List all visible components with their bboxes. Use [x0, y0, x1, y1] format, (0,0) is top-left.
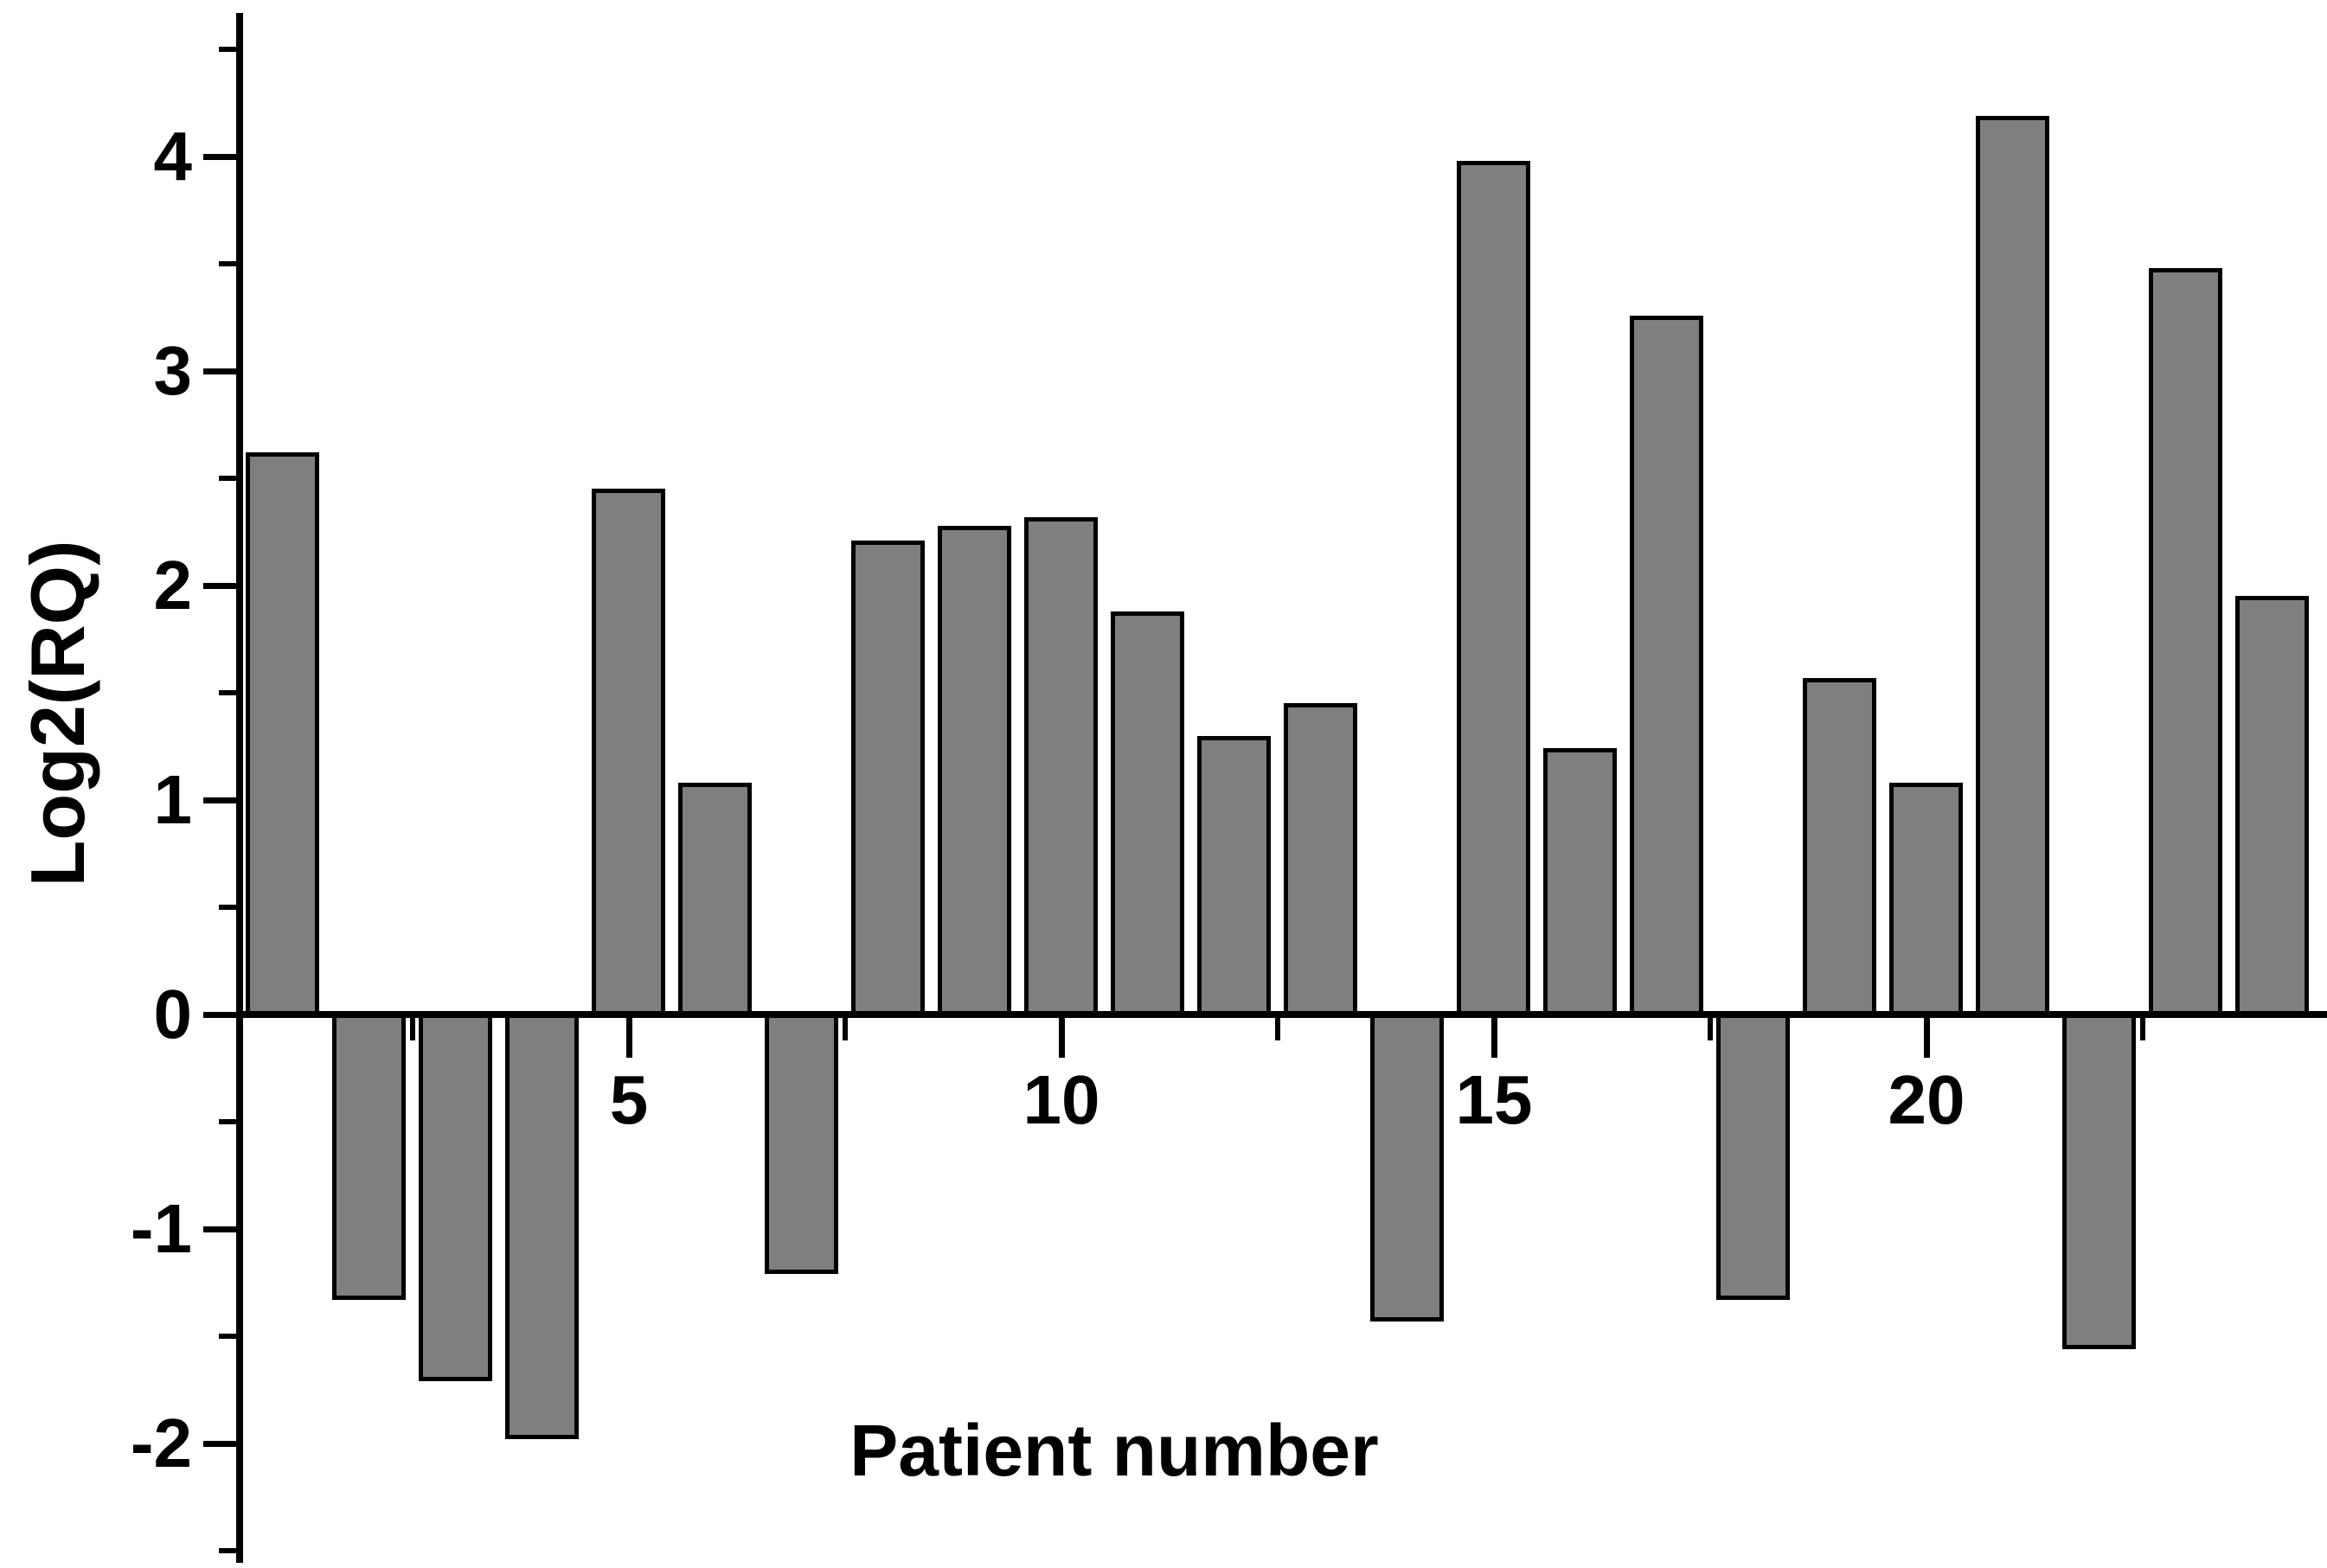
x-tick-label: 10 [1022, 1061, 1100, 1138]
bar [592, 489, 665, 1018]
bar [1803, 678, 1876, 1018]
bar [332, 1013, 406, 1300]
y-major-tick [203, 583, 236, 589]
x-minor-tick [1275, 1018, 1280, 1040]
y-tick-label: 0 [153, 976, 193, 1053]
bar [938, 526, 1011, 1018]
x-tick-label: 15 [1455, 1061, 1533, 1138]
bar [2062, 1013, 2136, 1349]
bar [1111, 611, 1184, 1018]
bar [2235, 596, 2309, 1018]
bar [1543, 748, 1617, 1018]
y-axis-line [236, 13, 243, 1563]
y-minor-tick [219, 690, 236, 695]
bar [1889, 783, 1963, 1018]
x-minor-tick [2140, 1018, 2145, 1040]
y-major-tick [203, 1226, 236, 1232]
bar [1197, 736, 1271, 1018]
y-tick-label: 4 [153, 118, 193, 195]
bar [1284, 703, 1357, 1018]
bar [1024, 517, 1098, 1018]
y-minor-tick [219, 1548, 236, 1553]
x-tick-label: 20 [1888, 1061, 1965, 1138]
y-minor-tick [219, 476, 236, 481]
y-tick-label: -2 [130, 1405, 192, 1482]
bar [419, 1013, 492, 1381]
x-axis-line [236, 1011, 2327, 1018]
y-major-tick [203, 797, 236, 803]
y-minor-tick [219, 261, 236, 266]
bar [1716, 1013, 1790, 1300]
x-minor-tick [410, 1018, 415, 1040]
x-major-tick [1924, 1018, 1930, 1058]
y-major-tick [203, 154, 236, 160]
x-axis-title: Patient number [849, 1410, 1379, 1491]
bar [1457, 161, 1530, 1018]
x-minor-tick [1708, 1018, 1713, 1040]
y-minor-tick [219, 1334, 236, 1339]
bar [851, 541, 925, 1018]
y-tick-label: -1 [130, 1190, 192, 1267]
bar [505, 1013, 579, 1439]
y-minor-tick [219, 905, 236, 910]
y-major-tick [203, 1012, 236, 1018]
y-tick-label: 1 [153, 761, 193, 838]
x-minor-tick [843, 1018, 848, 1040]
x-major-tick [1059, 1018, 1065, 1058]
bar [2149, 268, 2222, 1018]
y-major-tick [203, 1441, 236, 1447]
bar [1630, 316, 1703, 1018]
bar [678, 783, 752, 1018]
bar [1976, 116, 2049, 1018]
bar [765, 1013, 838, 1274]
y-minor-tick [219, 1119, 236, 1124]
x-tick-label: 5 [609, 1061, 649, 1138]
y-tick-label: 2 [153, 547, 193, 624]
y-minor-tick [219, 47, 236, 52]
y-major-tick [203, 368, 236, 374]
x-major-tick [626, 1018, 632, 1058]
y-tick-label: 3 [153, 332, 193, 409]
bar [246, 452, 319, 1018]
x-major-tick [1491, 1018, 1497, 1058]
y-axis-title: Log2(RQ) [15, 540, 100, 887]
